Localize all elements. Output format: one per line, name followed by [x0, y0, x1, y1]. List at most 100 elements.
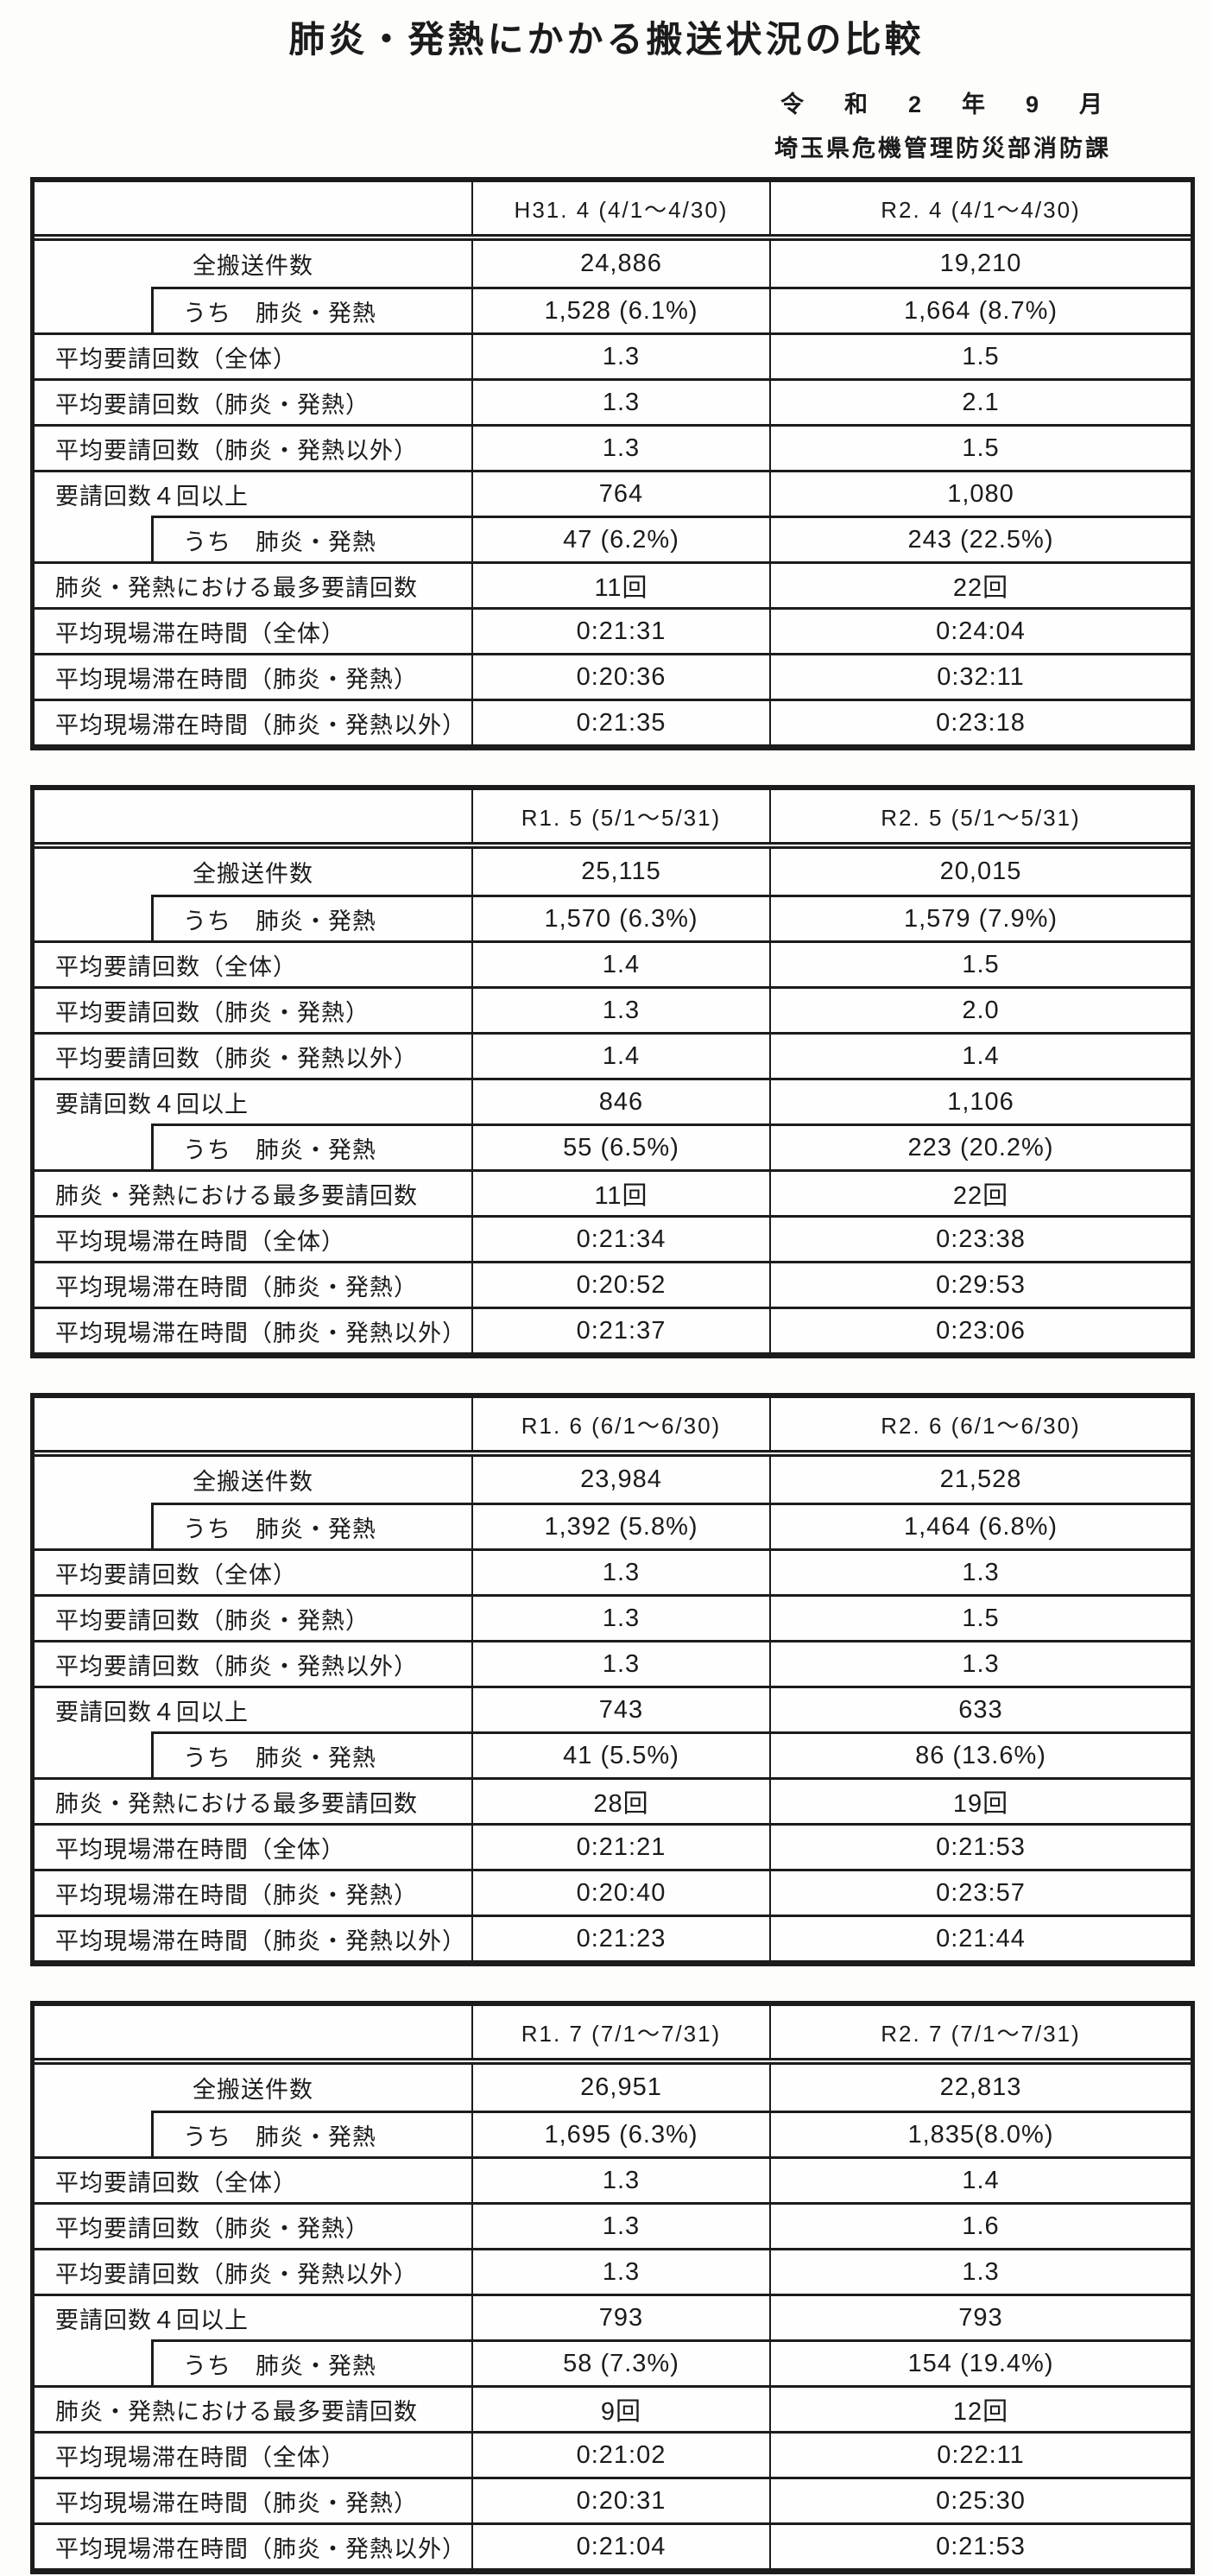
month-table: R1. 7 (7/1～7/31) R2. 7 (7/1～7/31) 全搬送件数 26,…	[30, 2001, 1195, 2574]
row-label-cell: 平均現場滞在時間（肺炎・発熱）	[35, 2477, 471, 2522]
value-cell: 0:29:53	[769, 1261, 1191, 1307]
value-cell: 0:23:38	[769, 1215, 1191, 1261]
value-cell: 1.3	[471, 1548, 769, 1594]
value-cell: 0:21:04	[471, 2522, 769, 2568]
value-cell: 1,695 (6.3%)	[471, 2111, 769, 2156]
table-row: 平均要請回数（肺炎・発熱） 1.3 2.1	[35, 378, 1191, 424]
value-cell: 11回	[471, 1169, 769, 1215]
row-label-cell: 全搬送件数	[193, 2077, 313, 2103]
row-label-cell: 平均現場滞在時間（肺炎・発熱）	[35, 653, 471, 699]
month-table: R1. 6 (6/1～6/30) R2. 6 (6/1～6/30) 全搬送件数 23,…	[30, 1393, 1195, 1966]
value-cell: 0:20:36	[471, 653, 769, 699]
value-cell: 1.3	[471, 1594, 769, 1640]
period-header-cell: R2. 7 (7/1～7/31)	[769, 2006, 1191, 2058]
table-row: 肺炎・発熱における最多要請回数 28回 19回	[35, 1777, 1191, 1823]
value-cell: 1.3	[471, 332, 769, 378]
row-label-cell: 平均要請回数（肺炎・発熱以外）	[35, 424, 471, 470]
table-row: 平均現場滞在時間（肺炎・発熱） 0:20:31 0:25:30	[35, 2477, 1191, 2522]
table-row: 平均現場滞在時間（全体） 0:21:31 0:24:04	[35, 607, 1191, 653]
row-label-cell: 平均要請回数（肺炎・発熱以外）	[35, 1640, 471, 1686]
table-row: 平均現場滞在時間（肺炎・発熱以外） 0:21:35 0:23:18	[35, 699, 1191, 744]
value-cell: 55 (6.5%)	[471, 1123, 769, 1169]
table-row: 平均要請回数（肺炎・発熱） 1.3 2.0	[35, 986, 1191, 1032]
value-cell: 1.3	[769, 1640, 1191, 1686]
value-cell: 1.5	[769, 424, 1191, 470]
date-line: 令 和 2 年 9 月	[780, 92, 1111, 117]
value-cell: 0:21:53	[769, 1823, 1191, 1869]
table-row: 平均要請回数（肺炎・発熱） 1.3 1.6	[35, 2202, 1191, 2248]
value-cell: 0:32:11	[769, 653, 1191, 699]
organization-line: 埼玉県危機管理防災部消防課	[774, 136, 1111, 161]
value-cell: 0:21:31	[471, 607, 769, 653]
value-cell: 2.0	[769, 986, 1191, 1032]
row-label-cell: 平均現場滞在時間（全体）	[35, 2431, 471, 2477]
table-header-row: H31. 4 (4/1～4/30) R2. 4 (4/1～4/30)	[35, 182, 1191, 241]
value-cell: 1.3	[471, 1640, 769, 1686]
value-cell: 0:23:06	[769, 1307, 1191, 1352]
value-cell: 1.3	[769, 1548, 1191, 1594]
value-cell: 28回	[471, 1777, 769, 1823]
header-empty-cell	[35, 182, 471, 234]
period-header-cell: R1. 7 (7/1～7/31)	[471, 2006, 769, 2058]
value-cell: 846	[471, 1078, 769, 1123]
row-label-cell: 全搬送件数	[193, 1469, 313, 1495]
table-row: 平均現場滞在時間（肺炎・発熱以外） 0:21:04 0:21:53	[35, 2522, 1191, 2568]
value-cell: 793	[471, 2294, 769, 2339]
row-label-cell: 要請回数４回以上	[35, 470, 471, 516]
row-label-cell: 要請回数４回以上	[35, 1686, 471, 1731]
value-cell: 1.3	[471, 378, 769, 424]
value-cell: 1.5	[769, 1594, 1191, 1640]
value-cell: 22,813	[769, 2065, 1191, 2111]
row-label-cell: うち 肺炎・発熱	[35, 1503, 471, 1548]
sub-row-label-box: うち 肺炎・発熱	[151, 1731, 471, 1777]
row-label-cell: 平均要請回数（肺炎・発熱以外）	[35, 2248, 471, 2294]
row-label-cell: 平均要請回数（肺炎・発熱以外）	[35, 1032, 471, 1078]
value-cell: 1.4	[769, 2156, 1191, 2202]
value-cell: 12回	[769, 2385, 1191, 2431]
period-header-cell: R2. 5 (5/1～5/31)	[769, 790, 1191, 842]
value-cell: 0:21:21	[471, 1823, 769, 1869]
row-label-cell: 平均要請回数（肺炎・発熱）	[35, 1594, 471, 1640]
sub-row-label-box: うち 肺炎・発熱	[151, 1503, 471, 1548]
month-table: R1. 5 (5/1～5/31) R2. 5 (5/1～5/31) 全搬送件数 25,…	[30, 785, 1195, 1358]
value-cell: 154 (19.4%)	[769, 2339, 1191, 2385]
value-cell: 0:23:57	[769, 1869, 1191, 1915]
row-label-cell: 肺炎・発熱における最多要請回数	[35, 1777, 471, 1823]
table-row: 平均要請回数（肺炎・発熱以外） 1.3 1.3	[35, 2248, 1191, 2294]
table-row: うち 肺炎・発熱 1,528 (6.1%) 1,664 (8.7%)	[35, 287, 1191, 332]
value-cell: 2.1	[769, 378, 1191, 424]
value-cell: 1,835(8.0%)	[769, 2111, 1191, 2156]
value-cell: 9回	[471, 2385, 769, 2431]
value-cell: 21,528	[769, 1457, 1191, 1503]
table-row: うち 肺炎・発熱 58 (7.3%) 154 (19.4%)	[35, 2339, 1191, 2385]
value-cell: 0:21:34	[471, 1215, 769, 1261]
value-cell: 1.3	[471, 2156, 769, 2202]
value-cell: 0:25:30	[769, 2477, 1191, 2522]
table-row: 平均現場滞在時間（全体） 0:21:21 0:21:53	[35, 1823, 1191, 1869]
row-label-cell: 要請回数４回以上	[35, 2294, 471, 2339]
period-header-cell: R1. 6 (6/1～6/30)	[471, 1398, 769, 1450]
row-label-cell: 肺炎・発熱における最多要請回数	[35, 561, 471, 607]
value-cell: 41 (5.5%)	[471, 1731, 769, 1777]
value-cell: 0:21:02	[471, 2431, 769, 2477]
period-header-cell: R2. 4 (4/1～4/30)	[769, 182, 1191, 234]
value-cell: 0:23:18	[769, 699, 1191, 744]
period-header-cell: R1. 5 (5/1～5/31)	[471, 790, 769, 842]
row-label-cell: 平均現場滞在時間（全体）	[35, 1215, 471, 1261]
row-label-cell: 平均現場滞在時間（肺炎・発熱）	[35, 1869, 471, 1915]
row-label-cell: 肺炎・発熱における最多要請回数	[35, 2385, 471, 2431]
value-cell: 47 (6.2%)	[471, 516, 769, 561]
table-row: 要請回数４回以上 743 633	[35, 1686, 1191, 1731]
row-label-cell: うち 肺炎・発熱	[35, 516, 471, 561]
table-row: 平均要請回数（肺炎・発熱以外） 1.3 1.5	[35, 424, 1191, 470]
row-label-cell: 平均現場滞在時間（全体）	[35, 607, 471, 653]
row-label-cell: 平均要請回数（全体）	[35, 1548, 471, 1594]
table-row: うち 肺炎・発熱 1,570 (6.3%) 1,579 (7.9%)	[35, 895, 1191, 940]
table-row: 全搬送件数 26,951 22,813	[35, 2065, 1191, 2111]
row-label-cell: うち 肺炎・発熱	[35, 2111, 471, 2156]
table-row: 平均現場滞在時間（肺炎・発熱） 0:20:36 0:32:11	[35, 653, 1191, 699]
value-cell: 1,570 (6.3%)	[471, 895, 769, 940]
value-cell: 223 (20.2%)	[769, 1123, 1191, 1169]
value-cell: 24,886	[471, 241, 769, 287]
table-row: 要請回数４回以上 846 1,106	[35, 1078, 1191, 1123]
